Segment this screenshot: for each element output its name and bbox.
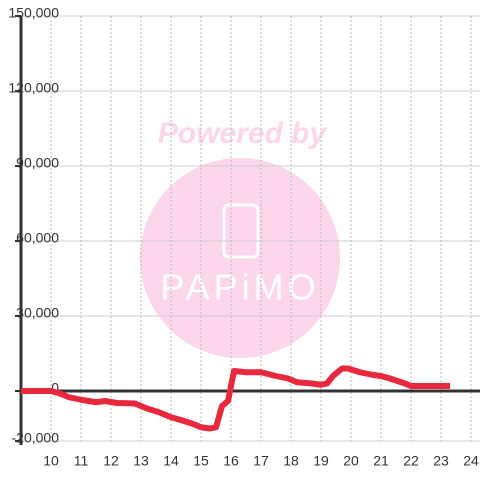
y-tick-label: -20,000 <box>12 430 60 446</box>
x-tick-label: 19 <box>313 453 329 469</box>
x-tick-label: 20 <box>343 453 359 469</box>
phone-icon <box>222 203 260 259</box>
y-tick-label: 90,000 <box>16 155 59 171</box>
x-tick-label: 17 <box>253 453 269 469</box>
x-tick-label: 11 <box>74 453 89 469</box>
y-tick-label: 60,000 <box>16 230 59 246</box>
x-tick-label: 13 <box>133 453 149 469</box>
x-tick-label: 22 <box>403 453 419 469</box>
x-tick-label: 16 <box>223 453 239 469</box>
watermark: Powered by PAPiMO <box>140 117 340 358</box>
watermark-text: Powered by <box>158 117 328 150</box>
x-tick-label: 24 <box>463 453 479 469</box>
y-tick-label: 30,000 <box>16 305 59 321</box>
y-tick-label: 120,000 <box>8 80 59 96</box>
data-line <box>21 365 450 432</box>
x-tick-label: 14 <box>163 453 179 469</box>
x-tick-label: 15 <box>193 453 209 469</box>
x-tick-label: 10 <box>43 453 59 469</box>
y-tick-label: 0 <box>51 380 59 396</box>
y-tick-label: 150,000 <box>8 5 59 21</box>
x-tick-label: 23 <box>433 453 449 469</box>
x-tick-label: 21 <box>373 453 389 469</box>
x-tick-label: 12 <box>103 453 119 469</box>
x-tick-label: 18 <box>283 453 299 469</box>
watermark-logo: PAPiMO <box>160 267 319 308</box>
